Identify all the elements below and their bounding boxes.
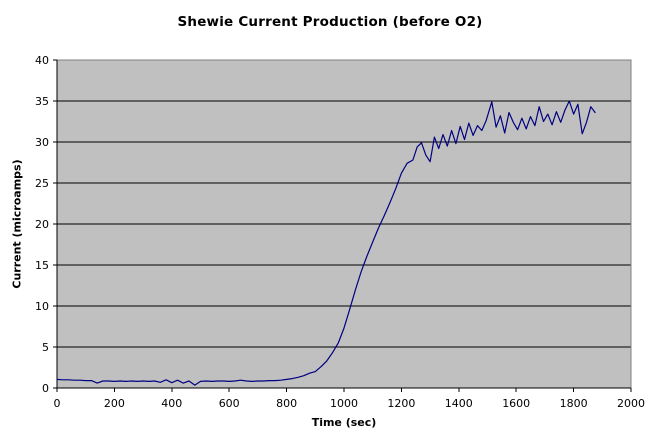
x-tick-label: 800 xyxy=(276,397,297,410)
y-tick-label: 0 xyxy=(42,382,49,395)
x-tick-label: 1200 xyxy=(387,397,415,410)
y-tick-label: 25 xyxy=(35,177,49,190)
x-tick-label: 1400 xyxy=(445,397,473,410)
y-tick-label: 30 xyxy=(35,136,49,149)
y-tick-label: 35 xyxy=(35,95,49,108)
y-tick-label: 5 xyxy=(42,341,49,354)
data-line-current xyxy=(56,100,596,386)
x-tick-label: 600 xyxy=(219,397,240,410)
x-tick-label: 1600 xyxy=(502,397,530,410)
x-tick-label: 1000 xyxy=(330,397,358,410)
x-tick-label: 0 xyxy=(54,397,61,410)
x-tick-label: 1800 xyxy=(560,397,588,410)
x-tick-label: 2000 xyxy=(617,397,645,410)
x-tick-label: 400 xyxy=(161,397,182,410)
y-tick-label: 20 xyxy=(35,218,49,231)
y-tick-label: 15 xyxy=(35,259,49,272)
y-tick-label: 40 xyxy=(35,54,49,67)
y-tick-label: 10 xyxy=(35,300,49,313)
chart-title: Shewie Current Production (before O2) xyxy=(177,14,483,30)
x-axis-title: Time (sec) xyxy=(311,416,377,429)
x-tick-label: 200 xyxy=(104,397,125,410)
